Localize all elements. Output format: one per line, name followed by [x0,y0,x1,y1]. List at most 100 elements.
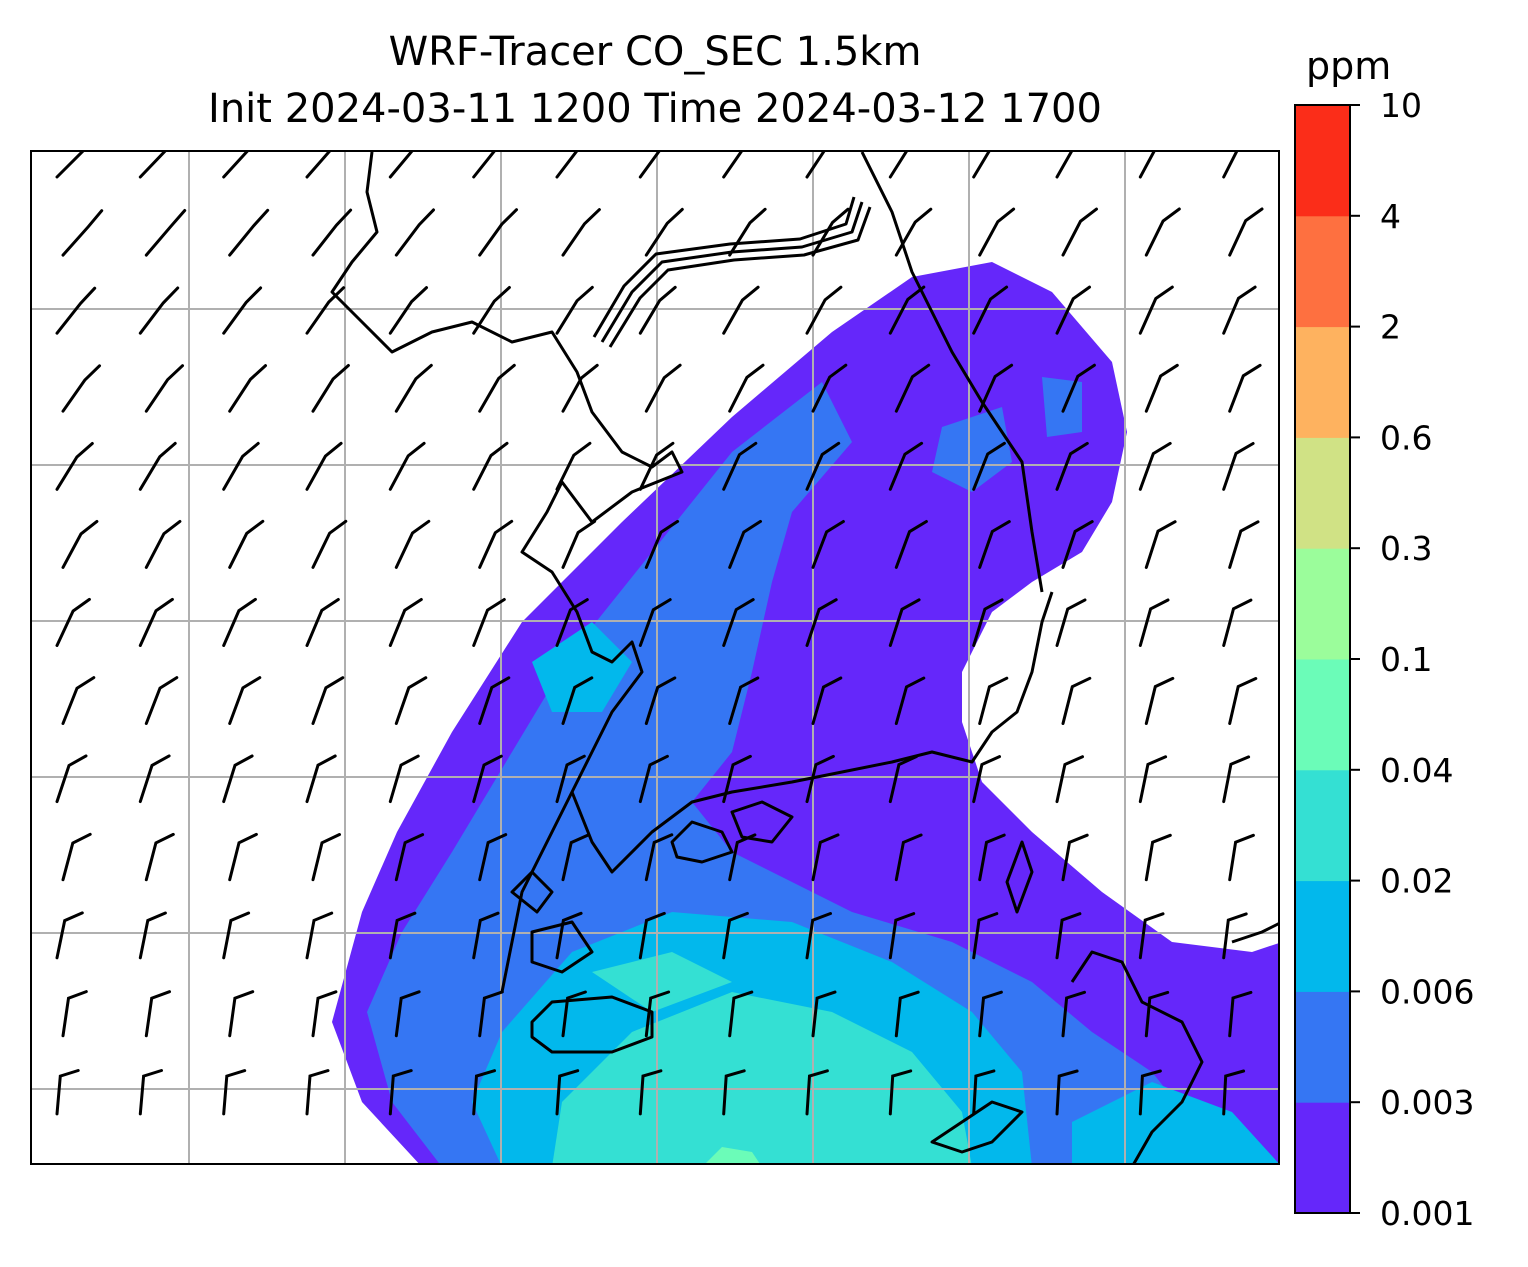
wind-barb [1222,285,1257,335]
wind-barb [305,441,343,491]
wind-barb [305,754,337,804]
wind-barb [1138,1069,1162,1116]
wind-barb [561,833,591,882]
wind-barb [728,833,757,882]
wind-barb [1228,833,1255,882]
wind-barb [222,286,263,335]
wind-barb [561,519,597,569]
wind-barb [228,519,265,569]
wind-barb [1061,520,1094,569]
wind-barb [305,152,331,179]
wind-barb [978,676,1009,725]
wind-barb [472,598,506,647]
wind-barb [811,363,848,413]
wind-barb [972,441,1006,491]
colorbar-band-7 [1295,326,1350,438]
wind-barb [388,1069,413,1116]
wind-barb [222,441,260,491]
wind-barb [888,1069,913,1116]
wind-barb [638,598,672,647]
colorbar-tick-label-7: 0.6 [1380,418,1432,457]
wind-barb [472,1069,496,1116]
wind-barb [888,598,921,647]
wind-barb [811,520,845,569]
wind-barb [978,520,1011,569]
wind-barb [222,911,251,960]
wind-barb [1055,1069,1079,1116]
wind-barb [894,833,923,882]
colorbar-tick-label-3: 0.02 [1380,862,1453,901]
wind-barb [61,364,101,413]
wind-barb [978,990,1003,1038]
wind-barb [478,833,508,882]
wind-barb [61,676,96,725]
wind-barb [61,990,88,1038]
wind-barb [1222,598,1253,647]
colorbar-tick-label-0: 0.001 [1380,1194,1474,1233]
wind-barb [805,912,832,960]
wind-barb [472,152,496,179]
wind-barb [1055,755,1084,804]
wind-barb [972,1069,996,1116]
wind-barb [894,520,928,569]
wind-barb [394,833,425,882]
wind-barb [644,676,677,725]
colorbar-tick-label-9: 4 [1380,197,1401,236]
wind-barb [138,911,167,960]
wind-barb [811,833,840,882]
wind-barb [805,152,826,179]
wind-barb [644,833,674,882]
wind-barb [638,1069,663,1116]
wind-barb [805,598,838,647]
wind-barb [722,754,752,804]
wind-barb [228,208,270,257]
wind-barb [728,519,762,569]
wind-barb [61,209,104,257]
wind-barb [1222,152,1239,179]
colorbar: 0.001 0.003 0.006 0.02 0.04 0.1 0.3 0.6 2 4 10 [1294,86,1474,1233]
wind-barbs [55,152,1264,1116]
wind-barb [894,207,933,257]
wind-barb [1138,755,1168,804]
map-panel [30,150,1280,1165]
wind-barb [722,911,749,960]
wind-barb [228,676,262,725]
wind-barb [638,911,666,960]
wind-barb [1144,833,1172,882]
wind-barb [972,285,1009,335]
colorbar-band-4 [1295,659,1350,771]
wind-barb [144,364,184,413]
wind-barb [888,755,918,804]
wind-barb [1061,833,1089,882]
wind-barb [144,519,182,569]
wind-barb [638,152,661,179]
wind-barb [555,1069,580,1116]
wind-barb [478,208,518,257]
wind-barb [55,286,97,335]
plume-level-4 [706,1147,760,1163]
wind-barb [55,597,91,647]
wind-barb [888,285,926,335]
wind-barb [722,152,743,179]
wind-barb [644,363,682,413]
wind-barb [888,912,916,960]
wind-barb [1138,598,1170,647]
colorbar-tick-label-8: 2 [1380,308,1401,347]
wind-barb [805,441,841,491]
wind-barb [1222,442,1255,491]
wind-barb [472,441,509,491]
wind-barb [478,363,516,413]
wind-barb [972,598,1004,647]
wind-barb [1144,520,1177,569]
wind-barb [388,911,417,960]
colorbar-tick-label-6: 0.3 [1380,529,1432,568]
wind-barb [138,286,180,335]
wind-barb [55,911,84,960]
wind-barb [394,990,421,1038]
wind-barb [728,363,765,413]
co-plume-layer [332,262,1278,1163]
wind-barb [222,754,254,804]
wind-barb [388,441,426,491]
wind-barb [722,1069,746,1116]
wind-barb [144,209,187,257]
